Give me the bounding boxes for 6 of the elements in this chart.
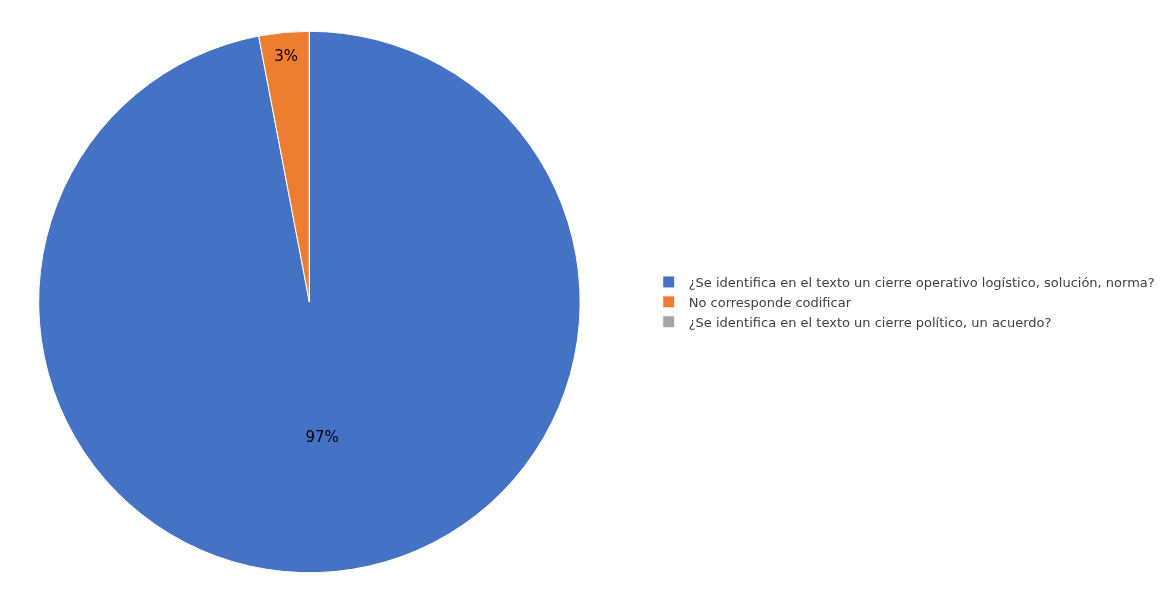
legend-label: ¿Se identifica en el texto un cierre político, un acuerdo? (688, 314, 1052, 330)
data-label: 97% (305, 427, 339, 446)
legend-label: ¿Se identifica en el texto un cierre operativo logístico, solución, norma? (688, 275, 1155, 291)
legend-label: No corresponde codificar (688, 294, 852, 310)
pie-slice (38, 30, 581, 574)
data-label: 3% (274, 46, 299, 65)
